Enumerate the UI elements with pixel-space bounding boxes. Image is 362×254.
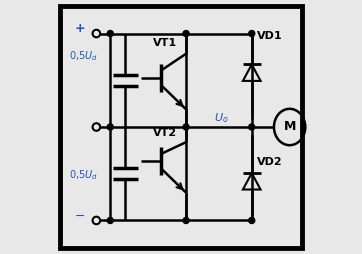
Circle shape — [107, 30, 113, 37]
Text: VT2: VT2 — [153, 128, 177, 138]
Text: M: M — [283, 120, 296, 134]
Circle shape — [249, 217, 255, 224]
Circle shape — [183, 30, 189, 37]
FancyBboxPatch shape — [60, 6, 302, 248]
Text: +: + — [75, 22, 85, 35]
Text: VT1: VT1 — [153, 38, 177, 48]
Circle shape — [183, 124, 189, 130]
Text: $-$: $-$ — [75, 209, 85, 222]
Circle shape — [183, 217, 189, 224]
Circle shape — [107, 124, 113, 130]
Circle shape — [249, 124, 255, 130]
Text: VD2: VD2 — [257, 157, 282, 167]
Circle shape — [249, 30, 255, 37]
Text: $U_o$: $U_o$ — [214, 112, 229, 125]
Text: VD1: VD1 — [257, 30, 282, 41]
Text: $0{,}5U_d$: $0{,}5U_d$ — [68, 49, 97, 63]
Text: $0{,}5U_d$: $0{,}5U_d$ — [68, 168, 97, 182]
Circle shape — [107, 217, 113, 224]
